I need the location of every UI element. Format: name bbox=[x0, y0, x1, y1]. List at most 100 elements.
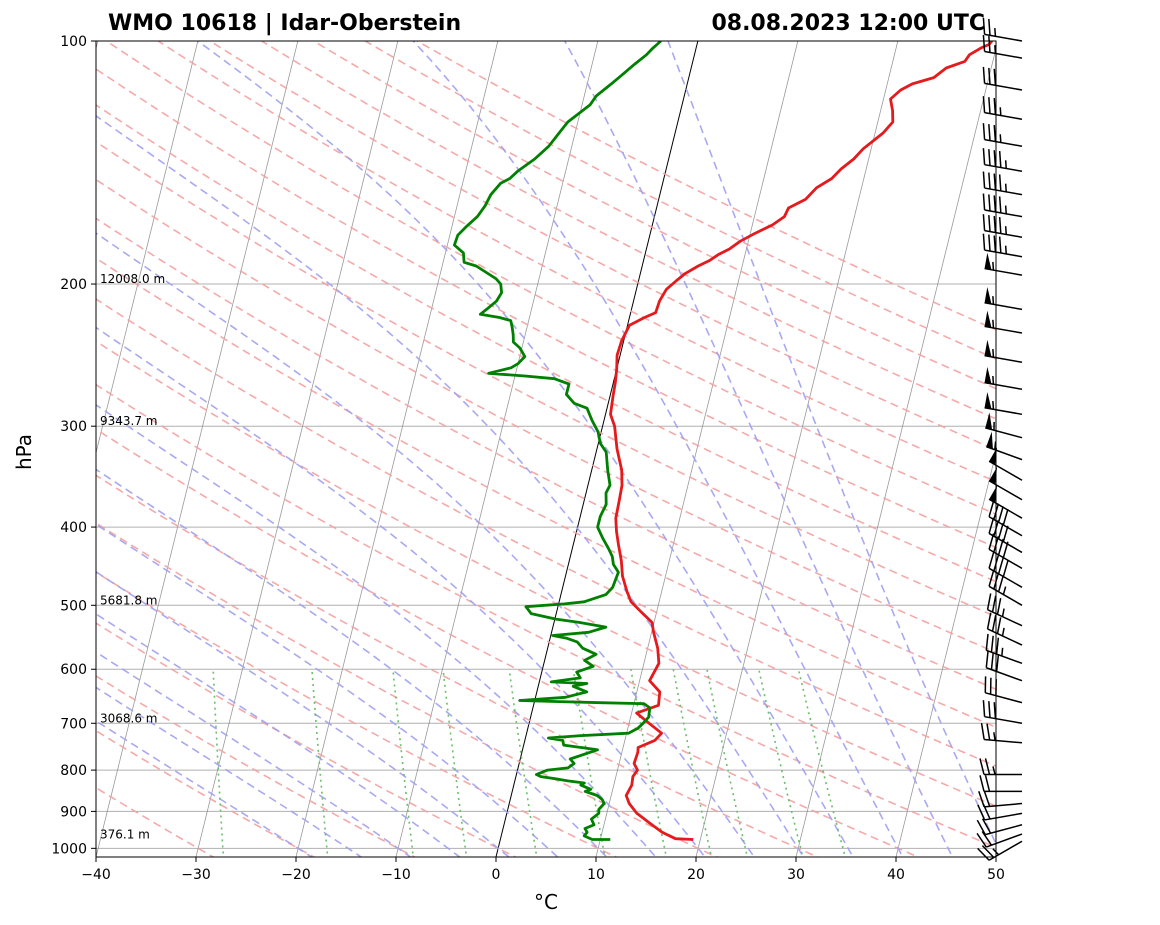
x-tick-label: −20 bbox=[281, 867, 311, 883]
wind-barbs bbox=[976, 17, 1023, 861]
dry-adiabat bbox=[96, 729, 316, 857]
dry-adiabat bbox=[96, 140, 996, 618]
barb-full bbox=[984, 758, 991, 775]
moist-adiabat bbox=[96, 613, 462, 857]
plot-frame bbox=[95, 40, 997, 858]
wind-barb bbox=[982, 233, 1023, 258]
dry-adiabat bbox=[261, 41, 996, 420]
wind-barb bbox=[988, 552, 1023, 588]
barb-half bbox=[992, 261, 995, 271]
y-tick-label: 800 bbox=[60, 763, 87, 779]
barb-full bbox=[988, 570, 995, 587]
wind-barb bbox=[988, 500, 1023, 537]
dry-adiabat bbox=[96, 675, 417, 857]
barb-half bbox=[1002, 586, 1007, 595]
barb-full bbox=[982, 17, 986, 35]
isotherm-line bbox=[295, 41, 499, 857]
dry-adiabat bbox=[96, 257, 996, 729]
barb-half bbox=[1004, 160, 1007, 169]
barb-full bbox=[998, 151, 1002, 168]
wind-barb bbox=[985, 651, 1023, 682]
dry-adiabat bbox=[96, 522, 719, 857]
barb-full bbox=[993, 216, 997, 233]
barb-half bbox=[1001, 647, 1004, 657]
barb-full bbox=[988, 97, 991, 114]
barb-full bbox=[993, 503, 1000, 520]
datetime-title: 08.08.2023 12:00 UTC bbox=[711, 11, 985, 36]
barb-full bbox=[993, 150, 997, 167]
moist-adiabat bbox=[96, 523, 559, 857]
x-tick-label: 50 bbox=[987, 867, 1005, 883]
wind-barb bbox=[988, 466, 1023, 501]
barb-full bbox=[993, 125, 997, 142]
wind-barb bbox=[984, 676, 1023, 704]
barb-staff bbox=[984, 354, 1023, 364]
barb-staff bbox=[988, 585, 1023, 606]
barb-staff bbox=[984, 209, 1023, 218]
moist-adiabat bbox=[564, 41, 954, 857]
mixing-ratio-line bbox=[706, 669, 749, 857]
isotherm-line bbox=[395, 41, 599, 857]
x-tick-label: 40 bbox=[887, 867, 905, 883]
barb-full bbox=[979, 758, 985, 775]
barb-staff bbox=[984, 406, 1023, 416]
wind-barb bbox=[988, 570, 1023, 606]
wind-barb bbox=[976, 831, 1023, 848]
wind-barb bbox=[985, 412, 1023, 439]
moist-adiabat bbox=[412, 41, 904, 857]
y-tick-label: 200 bbox=[60, 277, 87, 293]
barb-full bbox=[993, 555, 1000, 572]
barb-full bbox=[998, 174, 1002, 191]
barb-staff bbox=[986, 445, 1023, 461]
barb-full bbox=[988, 500, 995, 517]
barb-staff bbox=[984, 812, 1023, 821]
station-title: WMO 10618 | Idar-Oberstein bbox=[108, 11, 461, 36]
mixing-ratio-line bbox=[630, 669, 668, 857]
barb-full bbox=[986, 723, 991, 741]
barb-full bbox=[993, 235, 997, 253]
barb-staff bbox=[985, 824, 1023, 836]
moist-adiabat bbox=[96, 686, 363, 857]
barb-full bbox=[985, 633, 989, 651]
moist-adiabats bbox=[96, 41, 996, 857]
moist-adiabat bbox=[197, 41, 855, 857]
barb-staff bbox=[984, 50, 1023, 59]
y-tick-label: 500 bbox=[60, 598, 87, 614]
barb-full bbox=[993, 173, 997, 191]
barb-full bbox=[997, 522, 1004, 540]
dry-adiabat bbox=[96, 298, 996, 767]
barb-half bbox=[992, 848, 1000, 856]
barb-full bbox=[997, 557, 1004, 575]
wind-barb bbox=[979, 775, 1022, 793]
moist-adiabat bbox=[96, 468, 608, 857]
wind-barb bbox=[982, 96, 1023, 120]
dry-adiabat bbox=[96, 622, 518, 857]
barb-pennant bbox=[989, 485, 998, 503]
mixing-ratio-line bbox=[311, 669, 329, 857]
barb-full bbox=[988, 67, 991, 85]
barb-full bbox=[981, 845, 995, 859]
barb-staff bbox=[988, 532, 1023, 554]
moist-adiabat bbox=[667, 41, 996, 846]
wind-barb bbox=[984, 287, 1023, 311]
y-axis-label: hPa bbox=[12, 434, 36, 470]
dewpoint-profile bbox=[452, 41, 662, 841]
barb-staff bbox=[986, 833, 1023, 848]
barb-half bbox=[992, 766, 996, 775]
isotherm-line bbox=[195, 41, 399, 857]
barb-pennant bbox=[984, 287, 992, 305]
mixing-ratio-lines bbox=[212, 669, 847, 857]
barb-staff bbox=[985, 427, 1023, 439]
barb-full bbox=[988, 701, 991, 718]
wind-barb bbox=[977, 840, 1023, 861]
x-tick-label: −40 bbox=[81, 867, 111, 883]
barb-pennant bbox=[989, 466, 998, 485]
barb-staff bbox=[984, 302, 1023, 311]
barb-staff bbox=[985, 692, 1023, 704]
temperature-profile bbox=[609, 41, 993, 841]
barb-staff bbox=[988, 567, 1023, 588]
barb-staff bbox=[988, 516, 1023, 537]
y-tick-label: 700 bbox=[60, 716, 87, 732]
barb-half bbox=[994, 28, 997, 37]
